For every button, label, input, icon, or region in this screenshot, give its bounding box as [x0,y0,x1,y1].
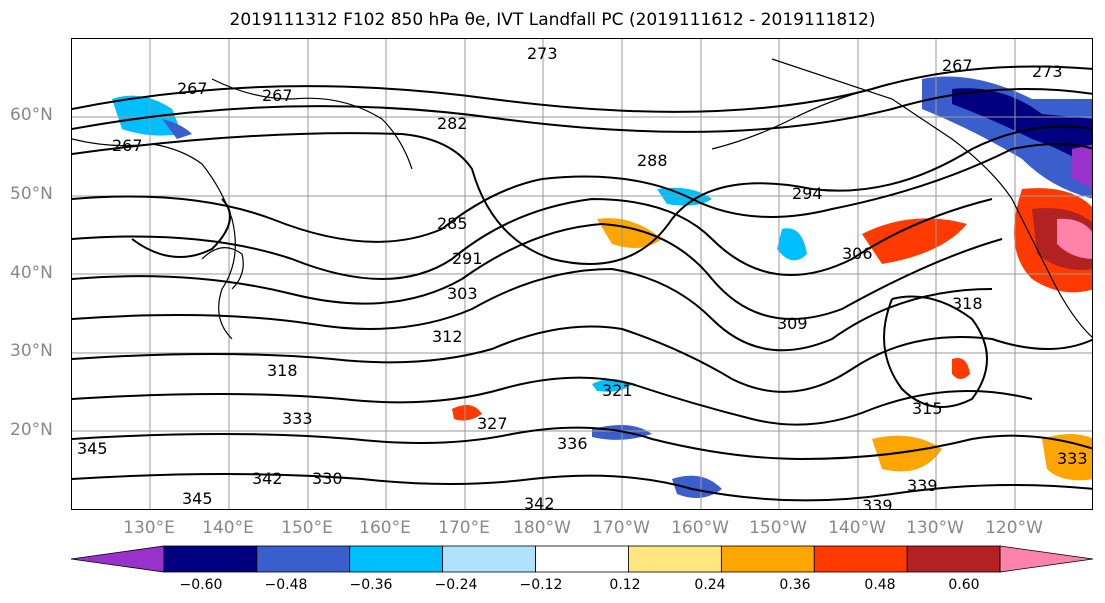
lon-label: 170°E [438,518,490,538]
lat-label: 50°N [10,184,53,204]
contour-label: 291 [452,249,483,268]
contour-label: 267 [112,136,143,155]
contour-label: 288 [637,151,668,170]
colorbar-segment [163,545,258,573]
lat-label: 30°N [10,341,53,361]
colorbar-tick: 0.24 [694,577,726,593]
colorbar-tick: −0.60 [179,577,223,593]
colorbar-tick: −0.24 [434,577,478,593]
contour-label: 339 [907,476,938,495]
map-panel: 267 267 267 273 273 267 282 288 294 285 … [71,38,1093,510]
contour-label: 333 [1057,449,1088,468]
contour-label: 267 [177,79,208,98]
theta-e-contours [72,65,1092,502]
contour-label-group: 267 267 267 273 273 267 282 288 294 285 … [77,44,1088,510]
lon-label: 130°E [123,518,175,538]
contour-label: 330 [312,469,343,488]
contour-label: 285 [437,214,468,233]
contour-label: 315 [912,399,943,418]
contour-label: 303 [447,284,478,303]
contour-label: 267 [262,86,293,105]
colorbar-segment [70,545,165,573]
lat-label: 60°N [10,105,53,125]
lat-label: 40°N [10,263,53,283]
contour-label: 342 [524,494,555,510]
colorbar-segment [906,545,1001,573]
colorbar-tick: 0.12 [609,577,641,593]
contour-label: 345 [77,439,108,458]
contour-label: 321 [602,381,633,400]
contour-label: 342 [252,469,283,488]
colorbar-tick: 0.60 [948,577,980,593]
contour-label: 306 [842,244,873,263]
lon-label: 140°W [828,518,886,538]
colorbar-tick: −0.12 [519,577,563,593]
lon-label: 150°E [281,518,333,538]
lon-label: 170°W [592,518,650,538]
gridlines [72,39,1092,509]
colorbar-segment [720,545,815,573]
lon-label: 180°W [513,518,571,538]
colorbar-segment [349,545,444,573]
colorbar [70,545,1094,573]
lon-label: 160°W [671,518,729,538]
lat-label: 20°N [10,420,53,440]
contour-label: 345 [182,489,213,508]
contour-label: 312 [432,327,463,346]
lon-label: 120°W [985,518,1043,538]
colorbar-segment [535,545,629,573]
contour-label: 327 [477,414,508,433]
colorbar-tick: 0.36 [779,577,811,593]
colorbar-segment [628,545,722,573]
colorbar-segment [999,545,1094,573]
contour-label: 318 [952,294,983,313]
colorbar-tick: −0.36 [349,577,393,593]
contour-label: 336 [557,434,588,453]
coastlines [72,58,1092,340]
colorbar-segment [256,545,351,573]
map-plot: 267 267 267 273 273 267 282 288 294 285 … [72,39,1092,510]
contour-label: 282 [437,114,468,133]
lon-label: 130°W [906,518,964,538]
colorbar-tick: 0.48 [864,577,896,593]
contour-label: 273 [1032,62,1063,81]
map-title: 2019111312 F102 850 hPa θe, IVT Landfall… [229,10,876,30]
contour-label: 318 [267,361,298,380]
contour-label: 294 [792,184,823,203]
contour-label: 273 [527,44,558,63]
contour-label: 309 [777,314,808,333]
colorbar-segment [813,545,908,573]
contour-label: 333 [282,409,313,428]
lon-label: 140°E [202,518,254,538]
contour-label: 339 [862,496,893,510]
contour-label: 267 [942,56,973,75]
lon-label: 160°E [359,518,411,538]
colorbar-segment [442,545,536,573]
colorbar-tick: −0.48 [264,577,308,593]
lon-label: 150°W [749,518,807,538]
